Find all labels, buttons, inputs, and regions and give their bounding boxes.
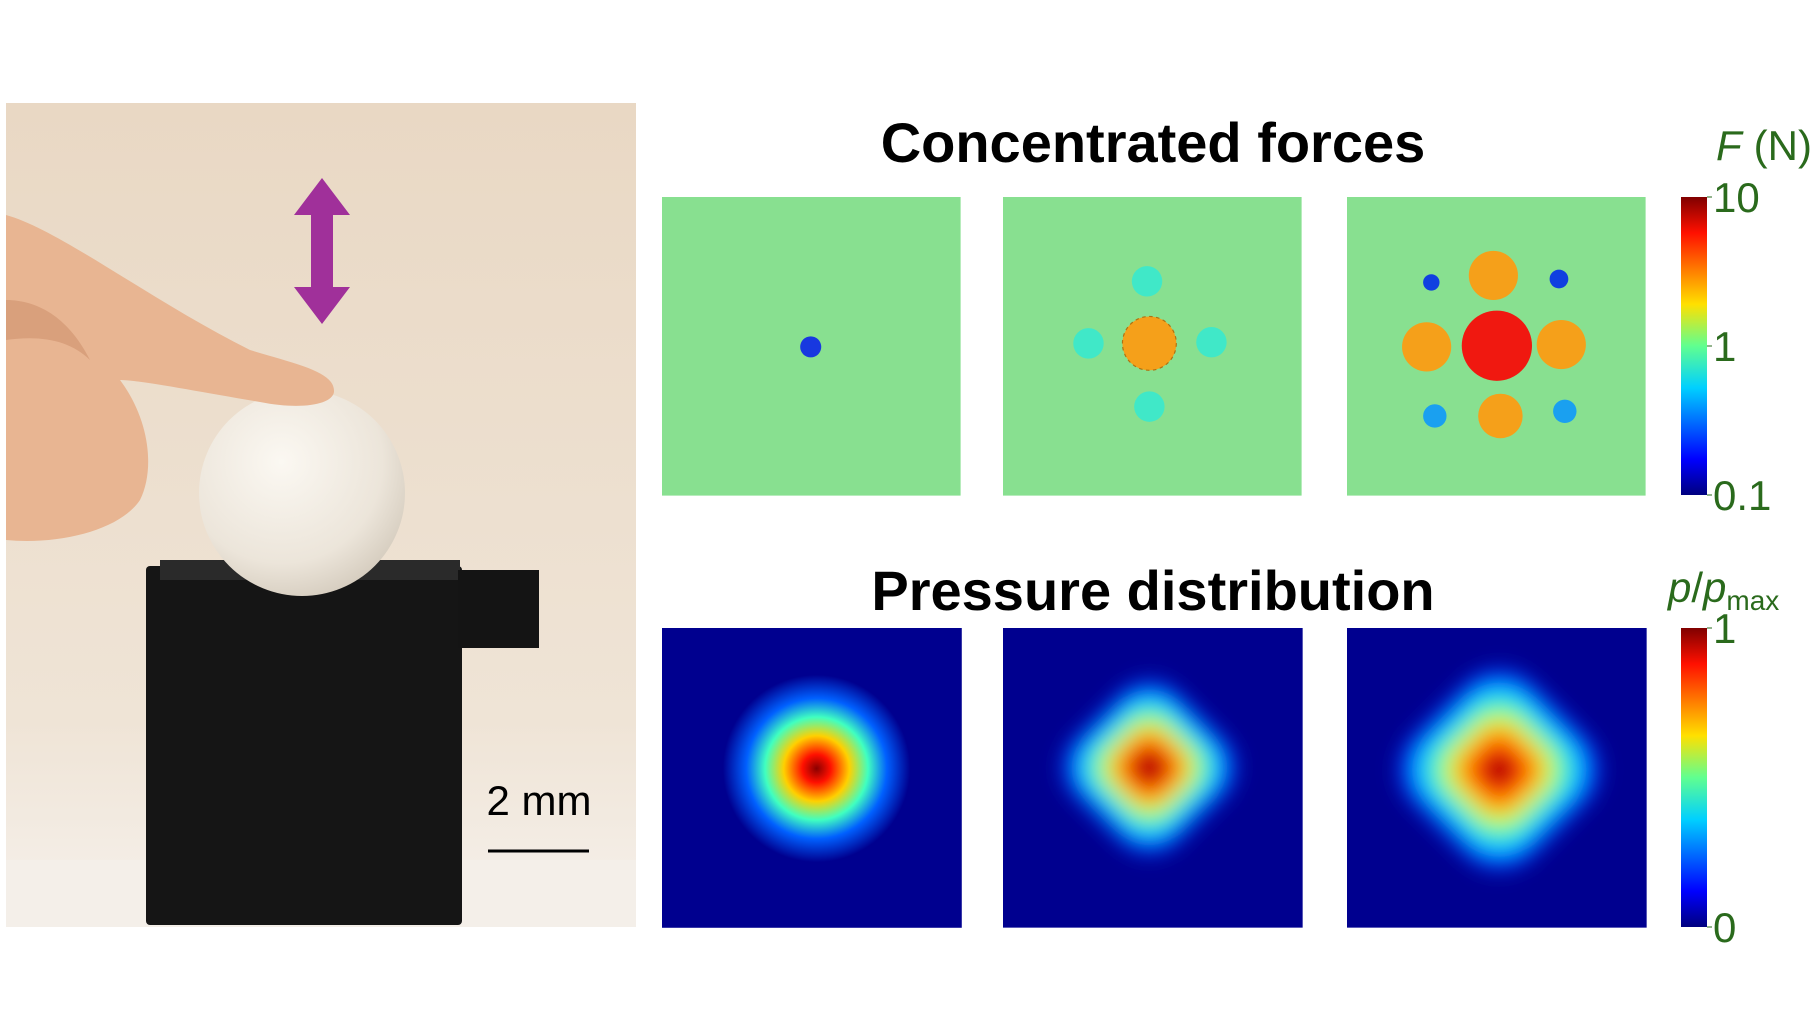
symbol: F xyxy=(1716,122,1744,169)
colorbar-tick-label: 0.1 xyxy=(1713,472,1771,519)
slash: / xyxy=(1691,564,1703,611)
force-panel xyxy=(1347,197,1646,496)
photo: 2 mm xyxy=(6,103,636,927)
title-forces: Concentrated forces xyxy=(881,111,1426,174)
scale-bar-label: 2 mm xyxy=(487,777,592,824)
pressure-panel xyxy=(1003,628,1303,928)
symbol: p xyxy=(1701,564,1726,611)
symbol: p xyxy=(1666,564,1691,611)
force-colorbar-label: F (N) xyxy=(1716,122,1812,169)
colorbar-tick-label: 0 xyxy=(1713,904,1736,951)
pressure-colorbar-label: p/pmax xyxy=(1666,564,1779,616)
pressure-panel xyxy=(1347,628,1647,928)
force-panel xyxy=(1003,197,1302,496)
colorbar-tick-label: 1 xyxy=(1713,323,1736,370)
force-colorbar xyxy=(1681,197,1707,495)
subscript: max xyxy=(1726,585,1779,616)
pressure-colorbar xyxy=(1681,628,1707,927)
colorbar-tick-label: 1 xyxy=(1713,605,1736,652)
pressure-panel xyxy=(662,628,962,928)
colorbar-tick-label: 10 xyxy=(1713,174,1760,221)
force-panel xyxy=(662,197,961,496)
unit: (N) xyxy=(1754,122,1812,169)
title-pressure: Pressure distribution xyxy=(871,559,1434,622)
